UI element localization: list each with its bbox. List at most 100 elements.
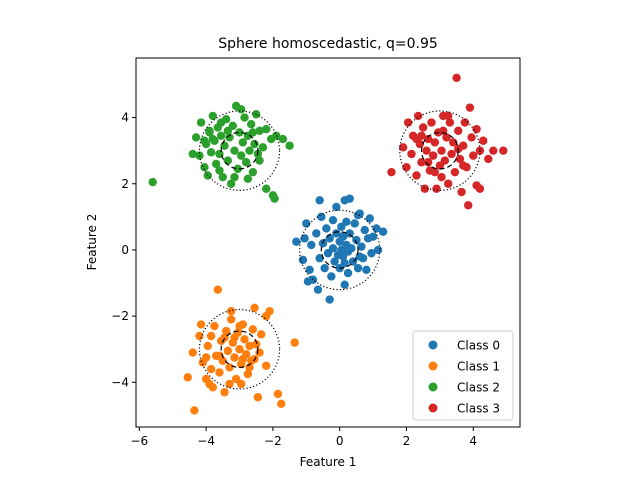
- data-point: [225, 133, 234, 142]
- data-point: [270, 194, 279, 203]
- x-tick-label: −2: [264, 434, 282, 448]
- data-point: [243, 369, 253, 379]
- data-point: [226, 315, 236, 324]
- data-point: [440, 156, 450, 165]
- data-point: [262, 184, 271, 193]
- data-point: [420, 184, 430, 193]
- data-point: [378, 227, 388, 236]
- data-point: [188, 348, 197, 357]
- data-point: [215, 166, 224, 175]
- legend-entry: Class 2: [428, 381, 500, 395]
- data-point: [196, 118, 206, 127]
- data-point: [200, 136, 209, 145]
- data-point: [218, 172, 228, 182]
- data-point: [428, 151, 438, 160]
- y-tick-label: 2: [121, 177, 129, 191]
- data-point: [225, 363, 234, 372]
- data-point: [315, 196, 324, 205]
- data-point: [315, 254, 324, 263]
- data-point: [245, 146, 254, 155]
- data-point: [220, 333, 229, 342]
- data-point: [467, 133, 476, 142]
- data-point: [317, 212, 326, 222]
- data-point: [330, 257, 339, 266]
- data-point: [220, 388, 229, 397]
- data-point: [469, 151, 478, 160]
- data-point: [442, 133, 451, 142]
- data-point: [338, 232, 348, 241]
- data-point: [368, 232, 378, 241]
- data-point: [262, 124, 271, 134]
- inner-boundary-circle: [320, 231, 359, 269]
- plot-area: [148, 73, 508, 415]
- data-point: [230, 333, 239, 342]
- data-point: [235, 345, 244, 354]
- legend: Class 0 Class 1 Class 2 Class 3: [412, 330, 514, 421]
- legend-marker: [428, 340, 438, 350]
- data-point: [285, 141, 294, 150]
- data-point: [328, 215, 338, 225]
- y-tick-label: 0: [121, 243, 129, 257]
- data-point: [353, 211, 363, 220]
- data-point: [347, 244, 356, 253]
- data-point: [325, 295, 334, 304]
- data-point: [235, 321, 244, 331]
- data-point: [248, 325, 258, 334]
- data-point: [148, 177, 157, 187]
- x-tick-label: −6: [130, 434, 148, 448]
- data-point: [355, 252, 364, 261]
- data-point: [412, 171, 421, 180]
- data-point: [208, 134, 217, 144]
- data-point: [208, 111, 217, 121]
- data-point: [352, 235, 361, 245]
- data-point: [252, 340, 261, 349]
- data-point: [413, 111, 423, 121]
- data-point: [262, 361, 271, 370]
- data-point: [454, 126, 463, 136]
- data-point: [236, 379, 246, 389]
- plot-content: [148, 73, 508, 415]
- data-point: [240, 335, 249, 344]
- data-point: [221, 326, 231, 336]
- data-point: [444, 111, 453, 121]
- outer-boundary-circle: [399, 110, 481, 191]
- data-point: [357, 242, 366, 251]
- data-point: [255, 156, 264, 165]
- data-point: [422, 146, 431, 155]
- data-point: [205, 379, 214, 389]
- data-point: [223, 126, 233, 136]
- data-point: [223, 156, 233, 165]
- data-point: [402, 163, 411, 172]
- data-point: [427, 118, 436, 127]
- data-point: [373, 245, 383, 255]
- legend-marker: [428, 382, 438, 392]
- data-point: [236, 151, 246, 160]
- data-point: [248, 128, 258, 137]
- data-point: [250, 303, 259, 313]
- data-point: [407, 149, 416, 159]
- data-point: [464, 201, 473, 210]
- x-tick-label: 2: [403, 434, 411, 448]
- data-point: [342, 217, 351, 227]
- data-point: [455, 154, 465, 164]
- legend-entry: Class 3: [428, 402, 500, 416]
- legend-entry: Class 1: [428, 360, 500, 374]
- data-point: [211, 159, 221, 169]
- data-point: [265, 306, 274, 316]
- data-point: [240, 113, 249, 122]
- data-point: [290, 338, 299, 347]
- data-point: [247, 119, 256, 129]
- legend-marker: [428, 361, 438, 371]
- data-point: [340, 258, 349, 268]
- data-point: [243, 174, 253, 183]
- data-point: [216, 118, 226, 127]
- data-point: [191, 133, 201, 142]
- data-point: [418, 123, 428, 132]
- data-point: [238, 138, 248, 147]
- legend-label: Class 0: [457, 339, 500, 353]
- data-point: [353, 263, 363, 273]
- data-point: [213, 285, 223, 294]
- data-point: [472, 124, 481, 134]
- data-point: [362, 265, 371, 274]
- data-point: [303, 277, 313, 286]
